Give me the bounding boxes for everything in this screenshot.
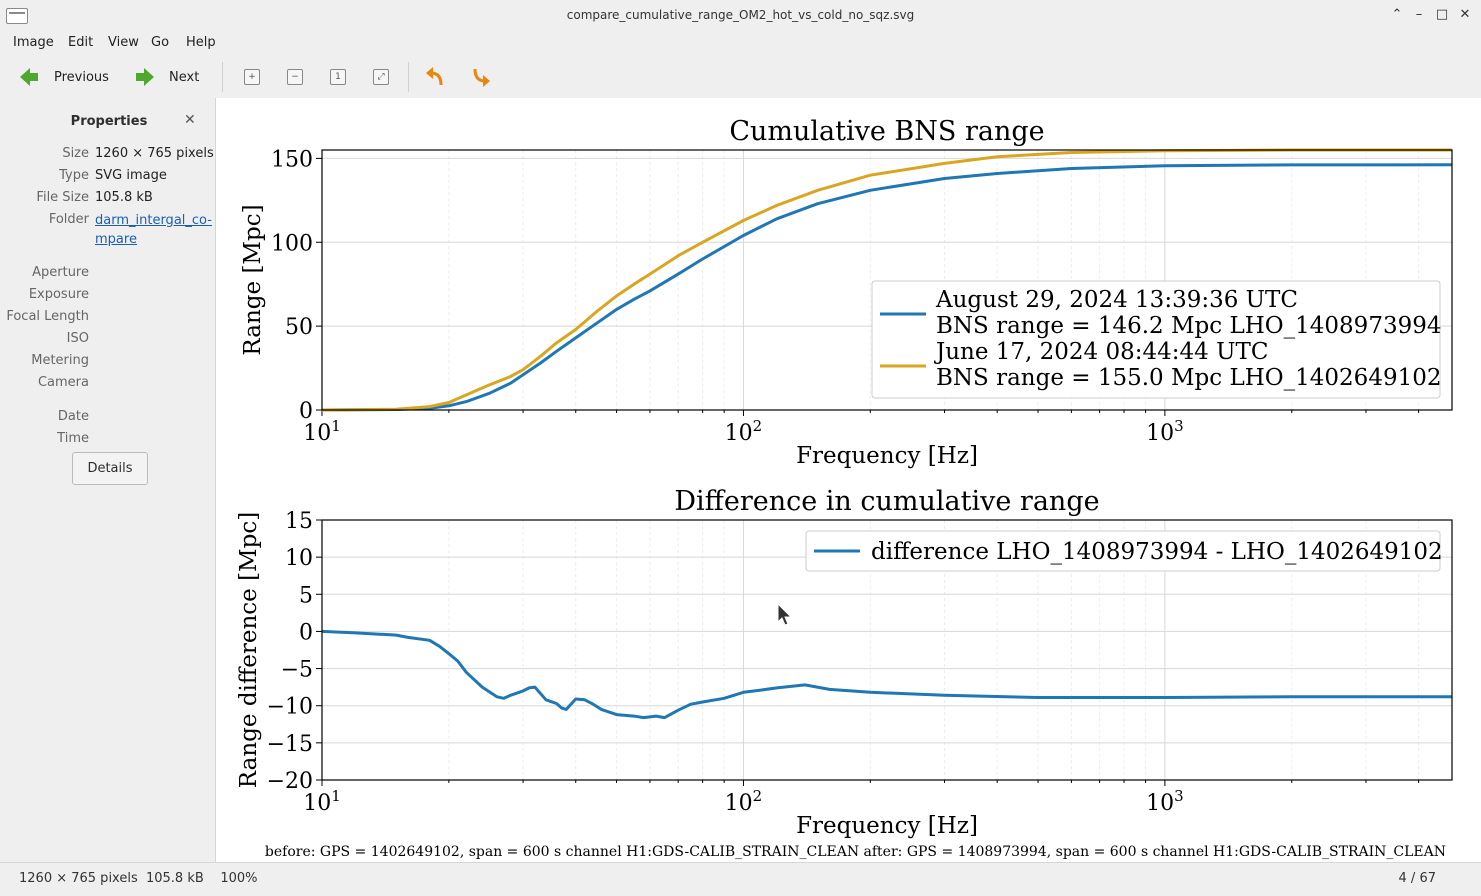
previous-button[interactable]: Previous — [20, 62, 109, 92]
legend-entry: August 29, 2024 13:39:36 UTC — [935, 287, 1298, 313]
legend-entry-detail: BNS range = 146.2 Mpc LHO_1408973994 — [936, 313, 1441, 339]
legend-entry: difference LHO_1408973994 - LHO_14026491… — [871, 539, 1443, 565]
y-axis-label: Range difference [Mpc] — [236, 512, 262, 788]
status-bar: 1260 × 765 pixels 105.8 kB 100% 4 / 67 — [0, 862, 1481, 896]
menu-bar: Image Edit View Go Help — [0, 31, 1481, 55]
y-tick-label: −10 — [267, 695, 313, 720]
x-tick-label: 101 — [303, 787, 341, 816]
y-tick-label: 0 — [299, 620, 313, 645]
prop-label-metering: Metering — [31, 353, 89, 368]
y-tick-label: 50 — [285, 315, 313, 340]
zoom-out-icon[interactable]: − — [287, 69, 303, 85]
x-tick-label: 102 — [725, 787, 763, 816]
chart-title: Difference in cumulative range — [674, 486, 1099, 517]
folder-link[interactable]: darm_intergal_co-mpare — [95, 213, 212, 247]
x-axis-label: Frequency [Hz] — [796, 443, 978, 469]
menu-go[interactable]: Go — [151, 35, 170, 50]
prop-label-type: Type — [59, 168, 89, 183]
menu-help[interactable]: Help — [186, 35, 216, 50]
series-line — [321, 163, 1453, 412]
x-tick-label: 101 — [303, 417, 341, 446]
image-canvas: 0 50 100 150 101 102 103 Cumulative BNS range Fr… — [216, 98, 1481, 862]
keep-above-icon[interactable]: ⌃ — [1391, 7, 1403, 22]
series-line — [321, 148, 1452, 412]
sidebar-title: Properties — [70, 114, 148, 129]
plot-frame — [321, 519, 1453, 781]
toolbar-separator — [222, 62, 223, 92]
x-tick-label: 103 — [1146, 417, 1184, 446]
prop-value-size: 1260 × 765 pixels — [95, 146, 214, 161]
plot-frame — [321, 149, 1453, 411]
y-tick-label: 10 — [285, 546, 313, 571]
zoom-in-icon[interactable]: + — [244, 69, 260, 85]
properties-sidebar: Properties ✕ Size 1260 × 765 pixels Type… — [0, 98, 216, 862]
title-bar: compare_cumulative_range_OM2_hot_vs_cold… — [0, 0, 1481, 32]
prop-label-focal-length: Focal Length — [6, 309, 89, 324]
previous-label: Previous — [54, 69, 109, 85]
y-tick-label: 150 — [271, 147, 313, 172]
status-image-index: 4 / 67 — [1398, 871, 1436, 886]
y-tick-label: 100 — [271, 231, 313, 256]
next-button[interactable]: Next — [136, 62, 199, 92]
details-button[interactable]: Details — [72, 452, 148, 485]
y-tick-label: 15 — [285, 509, 313, 534]
y-axis-label: Range [Mpc] — [240, 204, 266, 355]
legend-box — [805, 530, 1441, 572]
x-axis-label: Frequency [Hz] — [796, 813, 978, 839]
prop-label-size: Size — [62, 146, 89, 161]
prop-label-exposure: Exposure — [28, 287, 89, 302]
x-tick-label: 102 — [725, 417, 763, 446]
window-title: compare_cumulative_range_OM2_hot_vs_cold… — [566, 8, 915, 22]
back-arrow-icon — [20, 68, 30, 86]
prop-value-file-size: 105.8 kB — [95, 190, 153, 205]
series-line — [321, 629, 1452, 720]
next-label: Next — [169, 69, 200, 85]
menu-edit[interactable]: Edit — [68, 35, 94, 50]
prop-label-camera: Camera — [37, 375, 89, 390]
close-sidebar-icon[interactable]: ✕ — [184, 112, 196, 128]
prop-label-aperture: Aperture — [32, 265, 89, 280]
rotate-left-icon[interactable] — [425, 65, 447, 89]
footnote-text: before: GPS = 1402649102, span = 600 s c… — [265, 844, 1446, 860]
x-tick-label: 103 — [1146, 787, 1184, 816]
menu-image[interactable]: Image — [13, 35, 54, 50]
legend-entry-detail: BNS range = 155.0 Mpc LHO_1402649102 — [936, 365, 1441, 391]
mouse-cursor-icon — [777, 602, 793, 626]
toolbar-separator — [408, 62, 409, 92]
close-icon[interactable]: ✕ — [1459, 7, 1471, 22]
y-tick-label: 0 — [299, 399, 313, 424]
chart-title: Cumulative BNS range — [729, 116, 1044, 147]
maximize-icon[interactable]: □ — [1435, 7, 1449, 22]
prop-label-iso: ISO — [66, 331, 89, 346]
prop-label-time: Time — [57, 431, 89, 446]
status-image-info: 1260 × 765 pixels 105.8 kB 100% — [19, 871, 258, 886]
zoom-fit-icon[interactable]: ⤢ — [373, 69, 389, 85]
prop-label-date: Date — [57, 409, 89, 424]
y-tick-label: 5 — [299, 583, 313, 608]
legend-box — [871, 280, 1441, 399]
forward-arrow-icon — [144, 68, 154, 86]
minimize-icon[interactable]: – — [1415, 7, 1423, 22]
menu-view[interactable]: View — [108, 35, 139, 50]
y-tick-label: −5 — [281, 658, 313, 683]
y-tick-label: −20 — [267, 769, 313, 794]
prop-value-type: SVG image — [95, 168, 167, 183]
app-icon — [6, 8, 28, 24]
y-tick-label: −15 — [267, 732, 313, 757]
prop-label-file-size: File Size — [36, 190, 89, 205]
legend-entry: June 17, 2024 08:44:44 UTC — [934, 339, 1268, 365]
prop-label-folder: Folder — [48, 212, 89, 227]
zoom-normal-icon[interactable]: 1 — [330, 69, 346, 85]
rotate-right-icon[interactable] — [469, 65, 491, 89]
